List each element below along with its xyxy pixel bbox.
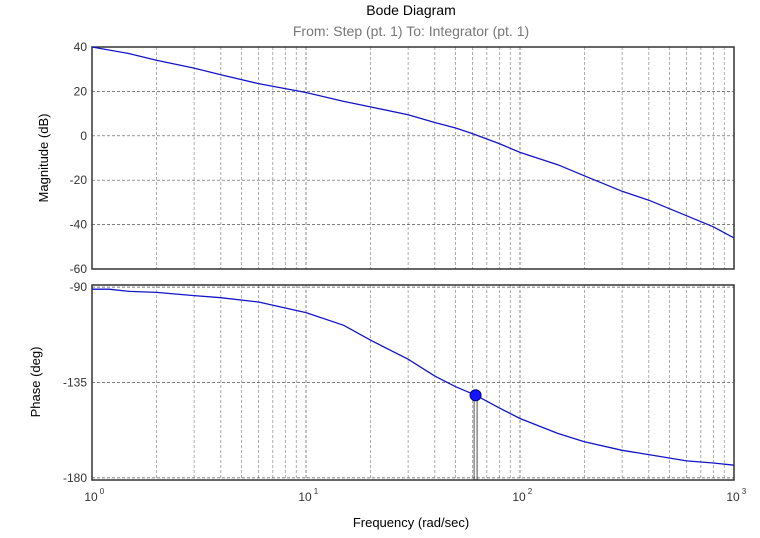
data-marker[interactable] xyxy=(469,389,482,402)
x-tick-label: 10 xyxy=(512,490,526,504)
chart-subtitle: From: Step (pt. 1) To: Integrator (pt. 1… xyxy=(293,23,529,39)
x-axis-label: Frequency (rad/sec) xyxy=(353,515,469,530)
y-tick-label: 20 xyxy=(74,84,88,98)
x-tick-labels: 10 0 10 1 10 2 10 3 xyxy=(84,487,746,504)
phase-panel[interactable]: -90 -135 -180 xyxy=(63,280,735,485)
y-tick-label: -135 xyxy=(63,376,87,390)
x-tick-exponent: 0 xyxy=(100,487,105,496)
y-tick-label: -40 xyxy=(70,218,88,232)
y-tick-label: -90 xyxy=(70,280,88,294)
y-tick-label: 40 xyxy=(74,40,88,54)
y-tick-label: -60 xyxy=(70,262,88,276)
y-tick-label: 0 xyxy=(80,129,87,143)
phase-plot-frame xyxy=(91,284,735,481)
x-tick-exponent: 2 xyxy=(528,487,533,496)
x-tick-label: 10 xyxy=(726,490,740,504)
magnitude-plot-frame xyxy=(91,46,735,270)
x-tick-label: 10 xyxy=(298,490,312,504)
magnitude-panel[interactable]: 40 20 0 -20 -40 -60 xyxy=(70,40,735,276)
magnitude-axis-label: Magnitude (dB) xyxy=(36,114,51,203)
x-tick-exponent: 1 xyxy=(314,487,319,496)
x-tick-label: 10 xyxy=(84,490,98,504)
phase-axis-label: Phase (deg) xyxy=(28,347,43,418)
y-tick-label: -180 xyxy=(63,471,87,485)
magnitude-curve xyxy=(91,46,735,239)
x-tick-exponent: 3 xyxy=(742,487,747,496)
phase-curve xyxy=(92,288,735,466)
y-tick-label: -20 xyxy=(70,173,88,187)
chart-title: Bode Diagram xyxy=(366,2,456,18)
